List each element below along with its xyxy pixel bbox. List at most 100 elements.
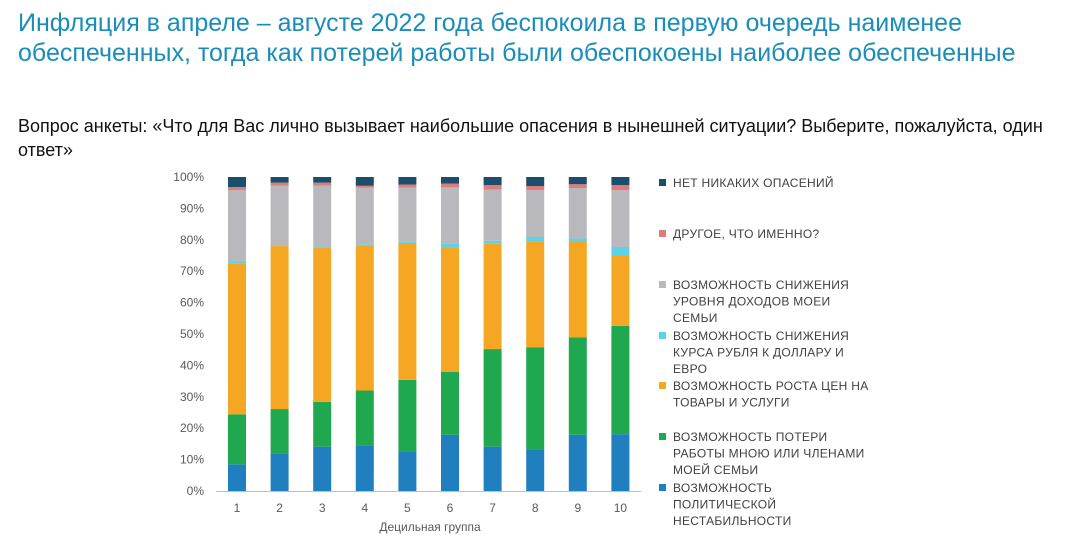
y-tick-label: 80% bbox=[180, 233, 204, 247]
bar-segment bbox=[355, 187, 374, 245]
x-tick-label: 10 bbox=[614, 501, 628, 515]
legend-swatch bbox=[659, 484, 666, 491]
y-tick-label: 100% bbox=[173, 170, 204, 184]
bar-segment bbox=[228, 414, 246, 465]
bar-segment bbox=[270, 246, 289, 410]
x-axis-title: Децильная группа bbox=[379, 520, 481, 534]
legend-swatch bbox=[659, 179, 666, 186]
bar-segment bbox=[441, 187, 459, 244]
legend-label: ДРУГОЕ, ЧТО ИМЕННО? bbox=[673, 227, 819, 241]
y-tick-label: 40% bbox=[180, 358, 204, 372]
bar-segment bbox=[611, 185, 630, 191]
bar-segment bbox=[568, 337, 587, 435]
bar-segment bbox=[313, 246, 332, 248]
bar-segment bbox=[483, 185, 502, 190]
legend-label: МОЕЙ СЕМЬИ bbox=[673, 462, 758, 477]
x-tick-label: 9 bbox=[574, 501, 581, 515]
bar-segment bbox=[355, 185, 374, 188]
y-axis: 0% 10% 20% 30% 40% 50% 60% 70% 80% 90% 100% bbox=[173, 170, 204, 498]
bar-segment bbox=[270, 453, 289, 491]
bar-segment bbox=[355, 245, 374, 391]
bar-segment bbox=[355, 177, 374, 186]
legend-swatch bbox=[659, 230, 666, 237]
legend-label: ВОЗМОЖНОСТЬ ПОТЕРИ bbox=[673, 430, 827, 444]
bar-segment bbox=[270, 185, 289, 246]
bar-stacks bbox=[228, 177, 630, 491]
bar-segment bbox=[526, 186, 545, 191]
x-tick-label: 6 bbox=[447, 501, 454, 515]
bar-segment bbox=[441, 243, 459, 248]
y-tick-label: 50% bbox=[180, 327, 204, 341]
bar-segment bbox=[398, 242, 417, 380]
bar-segment bbox=[270, 245, 289, 247]
bar-segment bbox=[441, 177, 459, 184]
legend-swatch bbox=[659, 382, 666, 389]
bar-segment bbox=[313, 401, 332, 447]
y-tick-label: 10% bbox=[180, 453, 204, 467]
legend: НЕТ НИКАКИХ ОПАСЕНИЙ ДРУГОЕ, ЧТО ИМЕННО? В… bbox=[659, 175, 869, 528]
bar-segment bbox=[270, 409, 289, 454]
legend-swatch bbox=[659, 433, 666, 440]
bar-segment bbox=[441, 371, 459, 435]
bar-segment bbox=[568, 241, 587, 338]
bar-segment bbox=[526, 190, 545, 237]
bar-segment bbox=[270, 177, 289, 183]
page-title: Инфляция в апреле – августе 2022 года бе… bbox=[18, 9, 1016, 67]
x-tick-label: 4 bbox=[361, 501, 368, 515]
survey-question: Вопрос анкеты: «Что для Вас лично вызыва… bbox=[18, 116, 1043, 160]
bar-segment bbox=[526, 177, 545, 187]
bar-segment bbox=[611, 255, 630, 326]
bar-segment bbox=[228, 190, 246, 262]
x-tick-label: 3 bbox=[319, 501, 326, 515]
bar-segment bbox=[526, 449, 545, 491]
x-tick-label: 1 bbox=[234, 501, 241, 515]
legend-label: ПОЛИТИЧЕСКОЙ bbox=[673, 497, 776, 512]
legend-label: СЕМЬИ bbox=[673, 311, 718, 325]
bar-segment bbox=[313, 446, 332, 491]
bar-segment bbox=[526, 241, 545, 348]
bar-segment bbox=[398, 187, 417, 242]
bar-segment bbox=[611, 434, 630, 491]
bar-segment bbox=[355, 244, 374, 246]
x-tick-label: 5 bbox=[404, 501, 411, 515]
bar-segment bbox=[228, 464, 246, 491]
bar-segment bbox=[568, 434, 587, 491]
x-tick-label: 7 bbox=[489, 501, 496, 515]
legend-label: ЕВРО bbox=[673, 362, 707, 376]
bar-segment bbox=[313, 177, 332, 183]
bar-segment bbox=[611, 190, 630, 248]
legend-label: УРОВНЯ ДОХОДОВ МОЕИ bbox=[673, 295, 830, 309]
y-tick-label: 0% bbox=[187, 484, 205, 498]
legend-swatch bbox=[659, 332, 666, 339]
bar-segment bbox=[228, 263, 246, 415]
legend-label: ВОЗМОЖНОСТЬ СНИЖЕНИЯ bbox=[673, 329, 849, 343]
bar-segment bbox=[611, 177, 630, 186]
x-axis: 1 2 3 4 5 6 7 8 9 10 bbox=[216, 491, 642, 515]
bar-segment bbox=[483, 349, 502, 447]
y-tick-label: 20% bbox=[180, 421, 204, 435]
y-tick-label: 30% bbox=[180, 390, 204, 404]
bar-segment bbox=[313, 185, 332, 247]
legend-label: КУРСА РУБЛЯ К ДОЛЛАРУ И bbox=[673, 346, 844, 360]
bar-segment bbox=[611, 247, 630, 256]
legend-label: НЕСТАБИЛЬНОСТИ bbox=[673, 514, 792, 528]
bar-segment bbox=[398, 241, 417, 243]
y-tick-label: 90% bbox=[180, 201, 204, 215]
bar-segment bbox=[526, 236, 545, 242]
bar-segment bbox=[228, 261, 246, 264]
bar-segment bbox=[313, 182, 332, 186]
bar-segment bbox=[398, 451, 417, 491]
legend-label: ВОЗМОЖНОСТЬ СНИЖЕНИЯ bbox=[673, 278, 849, 292]
bar-segment bbox=[355, 445, 374, 491]
bar-segment bbox=[483, 177, 502, 186]
legend-label: ВОЗМОЖНОСТЬ РОСТА ЦЕН НА bbox=[673, 379, 869, 393]
y-tick-label: 70% bbox=[180, 264, 204, 278]
legend-label: ВОЗМОЖНОСТЬ bbox=[673, 481, 772, 495]
bar-segment bbox=[483, 243, 502, 350]
legend-label: ТОВАРЫ И УСЛУГИ bbox=[673, 396, 790, 410]
bar-segment bbox=[568, 184, 587, 188]
bar-segment bbox=[568, 177, 587, 185]
bar-segment bbox=[398, 184, 417, 188]
bar-segment bbox=[483, 240, 502, 244]
